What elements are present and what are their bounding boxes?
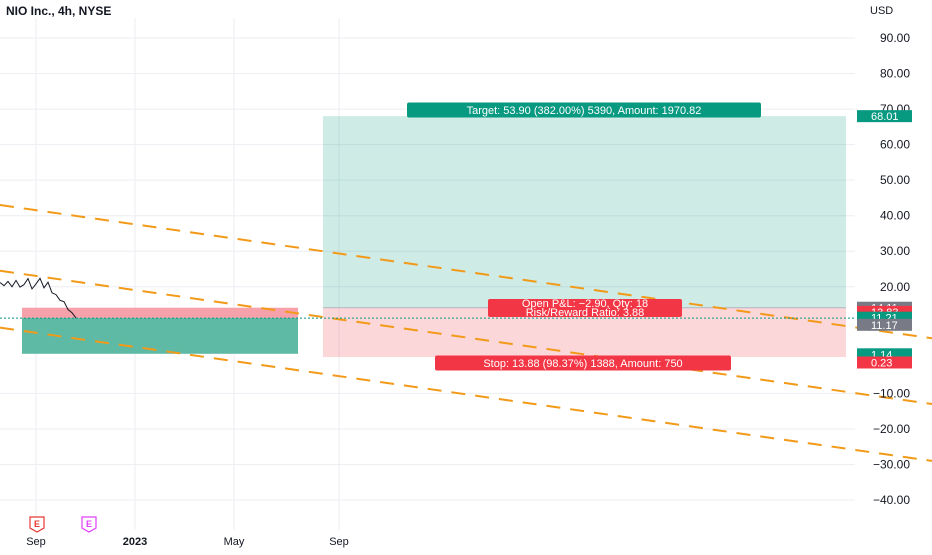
y-tick-label: 30.00 <box>880 244 910 258</box>
earnings-marker-icon[interactable] <box>29 516 45 533</box>
stop-label: Stop: 13.88 (98.37%) 1388, Amount: 750 <box>483 358 682 370</box>
x-tick-label: Sep <box>329 536 349 548</box>
y-tick-label: −40.00 <box>873 493 910 507</box>
price-badge <box>857 110 912 123</box>
y-tick-label: 80.00 <box>880 67 910 81</box>
x-tick-label: 2023 <box>123 536 147 548</box>
y-tick-label: −20.00 <box>873 422 910 436</box>
trend-line-2[interactable] <box>0 269 932 406</box>
pnl-label: Open P&L: −2.90, Qty: 18 <box>522 298 648 310</box>
price-badge <box>857 356 912 369</box>
earnings-marker-label: E <box>34 519 40 529</box>
stop-label-background <box>435 355 731 371</box>
risk-reward-label: Risk/Reward Ratio: 3.88 <box>526 307 645 319</box>
y-tick-label: −30.00 <box>873 457 910 471</box>
y-tick-label: −10.00 <box>873 386 910 400</box>
price-badge-label: 0.23 <box>871 357 892 369</box>
price-badge-label: 68.01 <box>871 111 899 123</box>
y-tick-label: 50.00 <box>880 173 910 187</box>
position-profit-zone-small <box>22 318 298 354</box>
y-tick-label: 90.00 <box>880 31 910 45</box>
y-tick-label: 40.00 <box>880 209 910 223</box>
position-loss-zone-small <box>22 307 298 319</box>
price-series-line[interactable] <box>0 277 77 319</box>
earnings-marker-icon[interactable] <box>81 516 97 533</box>
currency-label: USD <box>870 5 893 17</box>
pnl-label-background <box>488 299 682 317</box>
position-target-zone <box>323 116 846 308</box>
trend-line-3[interactable] <box>0 326 932 462</box>
price-badge <box>857 318 912 331</box>
y-tick-label: 20.00 <box>880 280 910 294</box>
target-label: Target: 53.90 (382.00%) 5390, Amount: 19… <box>467 105 702 117</box>
y-tick-label: 60.00 <box>880 138 910 152</box>
x-tick-label: May <box>224 536 245 548</box>
x-tick-label: Sep <box>26 536 46 548</box>
price-badge-label: 11.17 <box>871 320 898 332</box>
chart-title: NIO Inc., 4h, NYSE <box>6 4 112 18</box>
target-label-background <box>407 102 761 118</box>
trend-line-1[interactable] <box>0 204 932 340</box>
earnings-marker-label: E <box>86 519 92 529</box>
